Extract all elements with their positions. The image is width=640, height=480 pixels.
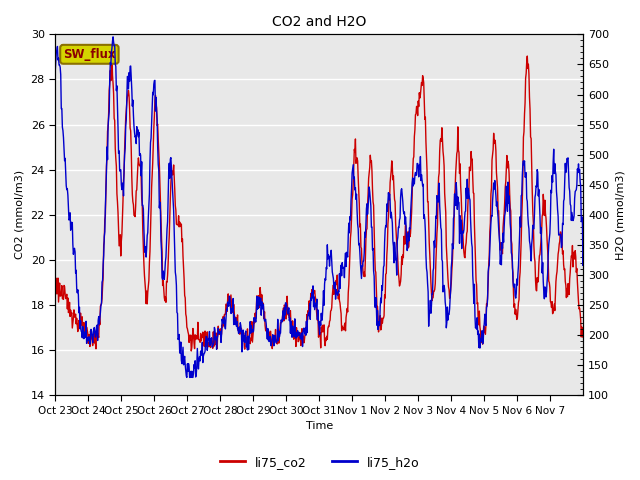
Y-axis label: CO2 (mmol/m3): CO2 (mmol/m3): [15, 170, 25, 260]
Legend: li75_co2, li75_h2o: li75_co2, li75_h2o: [215, 451, 425, 474]
Text: SW_flux: SW_flux: [63, 48, 116, 61]
Y-axis label: H2O (mmol/m3): H2O (mmol/m3): [615, 170, 625, 260]
Title: CO2 and H2O: CO2 and H2O: [272, 15, 367, 29]
X-axis label: Time: Time: [306, 421, 333, 432]
